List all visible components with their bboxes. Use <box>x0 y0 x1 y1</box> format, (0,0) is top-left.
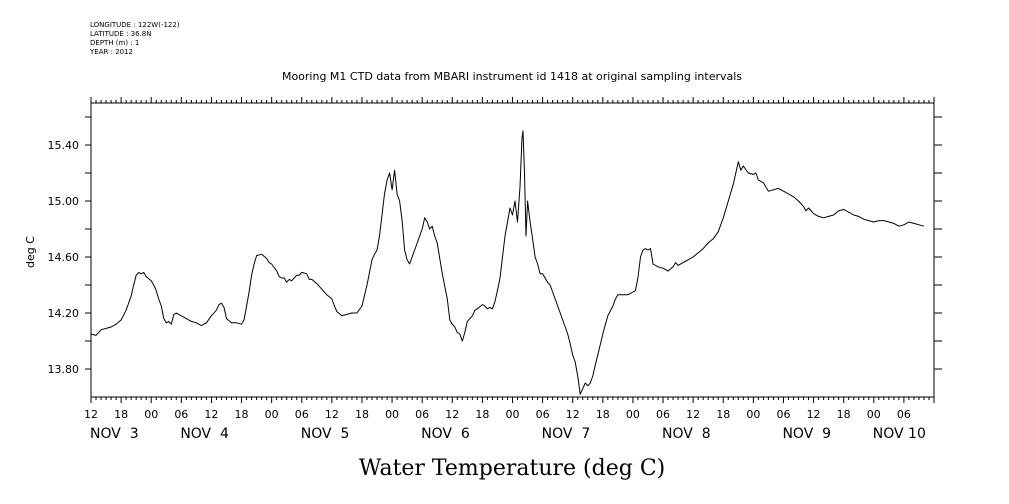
x-hour-label: 18 <box>235 408 249 421</box>
x-hour-label: 00 <box>746 408 760 421</box>
bottom-minor-ticks <box>90 397 935 403</box>
x-hour-label: 00 <box>385 408 399 421</box>
x-axis-title: Water Temperature (deg C) <box>359 456 666 481</box>
x-day-label: NOV 8 <box>662 426 711 442</box>
x-hour-label: 12 <box>445 408 459 421</box>
x-hour-label: 06 <box>536 408 550 421</box>
longitude-text: LONGITUDE : 122W(-122) <box>90 21 180 29</box>
depth-text: DEPTH (m) : 1 <box>90 39 140 47</box>
x-hour-label: 00 <box>626 408 640 421</box>
y-tick-label: 14.20 <box>48 307 80 320</box>
temperature-series-line <box>90 130 925 395</box>
x-axis-ticks: 12 18 00 06 12 18 00 06 12 18 00 06 12 18 00 06 12 18 00 06… <box>84 408 926 442</box>
x-hour-label: 12 <box>84 408 98 421</box>
x-hour-label: 12 <box>686 408 700 421</box>
x-day-label: NOV 3 <box>90 426 139 442</box>
x-hour-label: 00 <box>144 408 158 421</box>
x-hour-label: 18 <box>355 408 369 421</box>
x-hour-label: 06 <box>174 408 188 421</box>
x-hour-label: 18 <box>716 408 730 421</box>
x-hour-label: 00 <box>265 408 279 421</box>
mooring-metadata: LONGITUDE : 122W(-122) LATITUDE : 36.8N … <box>90 21 180 57</box>
x-hour-label: 12 <box>566 408 580 421</box>
x-day-label: NOV 10 <box>873 426 926 442</box>
x-hour-label: 18 <box>837 408 851 421</box>
x-day-label: NOV 6 <box>421 426 470 442</box>
latitude-text: LATITUDE : 36.8N <box>90 30 152 38</box>
chart-title: Mooring M1 CTD data from MBARI instrumen… <box>282 70 742 83</box>
y-tick-label: 15.00 <box>48 195 80 208</box>
x-hour-label: 06 <box>897 408 911 421</box>
x-day-label: NOV 5 <box>301 426 350 442</box>
x-hour-label: 06 <box>656 408 670 421</box>
x-day-label: NOV 4 <box>180 426 229 442</box>
x-hour-label: 18 <box>114 408 128 421</box>
x-hour-label: 12 <box>807 408 821 421</box>
x-day-label: NOV 7 <box>542 426 591 442</box>
x-hour-label: 00 <box>506 408 520 421</box>
year-text: YEAR : 2012 <box>90 48 133 56</box>
x-hour-label: 06 <box>776 408 790 421</box>
x-hour-label: 12 <box>204 408 218 421</box>
x-hour-label: 12 <box>325 408 339 421</box>
x-hour-label: 18 <box>596 408 610 421</box>
x-day-label: NOV 9 <box>782 426 831 442</box>
series-group <box>90 130 925 395</box>
x-hour-label: 00 <box>867 408 881 421</box>
y-tick-label: 14.60 <box>48 251 80 264</box>
x-hour-label: 06 <box>415 408 429 421</box>
y-tick-label: 15.40 <box>48 139 80 152</box>
plot-frame <box>90 102 935 398</box>
y-tick-label: 13.80 <box>48 363 80 376</box>
x-hour-label: 18 <box>475 408 489 421</box>
y-axis-ticks: 13.80 14.20 14.60 15.00 15.40 <box>48 116 942 376</box>
x-hour-label: 06 <box>295 408 309 421</box>
top-minor-ticks <box>90 97 935 103</box>
y-axis-label: deg C <box>24 236 37 268</box>
